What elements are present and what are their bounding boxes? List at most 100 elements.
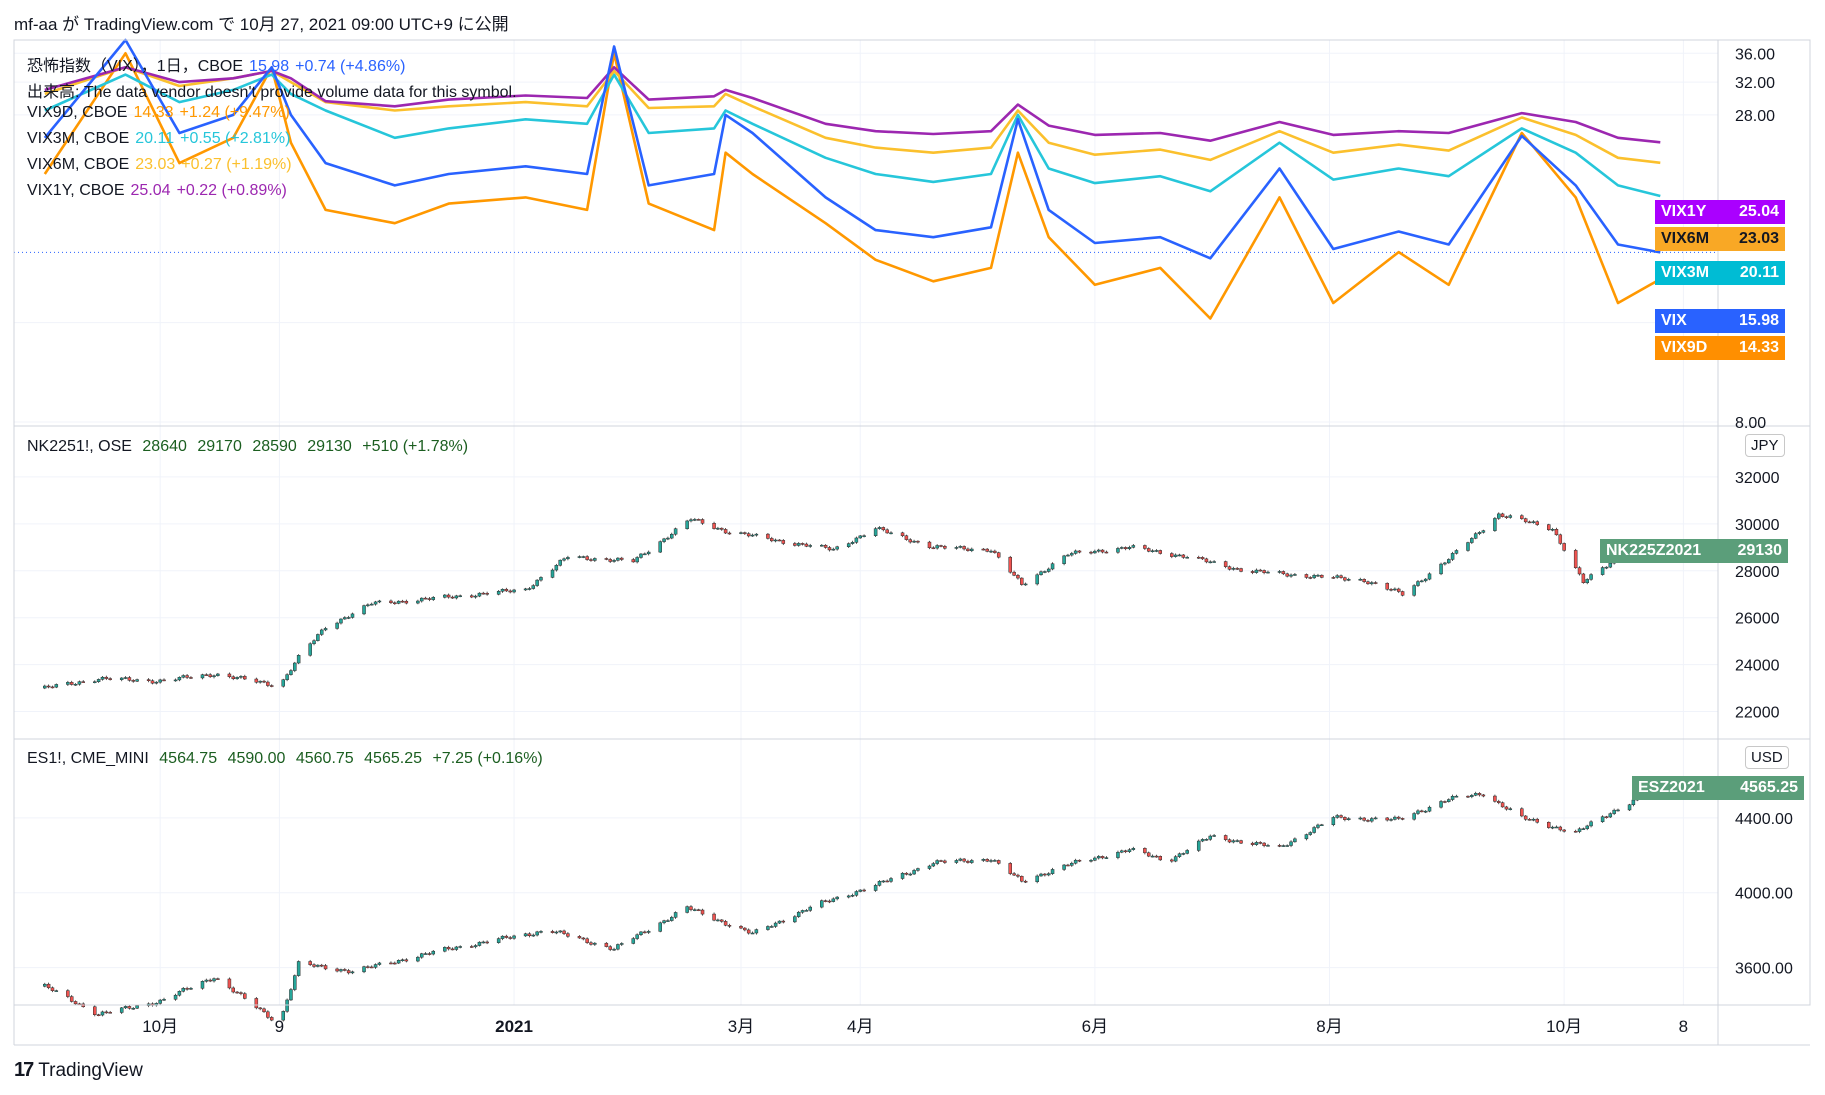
- candle: [531, 584, 536, 590]
- candle: [689, 905, 693, 912]
- candle: [427, 952, 432, 956]
- candle: [1558, 533, 1563, 545]
- candle: [1581, 827, 1586, 830]
- candle: [200, 673, 205, 680]
- candle: [900, 872, 905, 880]
- es-currency-label[interactable]: USD: [1745, 746, 1789, 769]
- candle: [877, 880, 882, 887]
- candle: [962, 545, 966, 551]
- price-tag-vix9d: VIX9D 14.33: [1655, 336, 1785, 360]
- candle: [173, 993, 178, 1001]
- candle: [1023, 582, 1028, 586]
- candle: [339, 618, 343, 625]
- candle: [873, 883, 878, 892]
- candle: [1293, 573, 1297, 576]
- candle: [1116, 850, 1120, 860]
- candle: [643, 930, 647, 934]
- candle: [1320, 574, 1324, 579]
- candle: [1062, 863, 1066, 871]
- candle: [881, 880, 886, 883]
- candle: [446, 593, 451, 599]
- candle: [1343, 576, 1347, 582]
- candle: [873, 527, 878, 538]
- candle: [1339, 814, 1343, 819]
- candle: [1239, 839, 1243, 845]
- candle: [1231, 566, 1236, 571]
- candle: [369, 965, 374, 969]
- candle: [189, 986, 193, 990]
- candle: [912, 539, 916, 544]
- candle: [1104, 550, 1109, 554]
- candle: [1396, 587, 1401, 594]
- candle: [50, 685, 55, 689]
- candle: [585, 937, 589, 944]
- candle: [93, 680, 97, 684]
- candle: [1312, 825, 1316, 834]
- candle: [1008, 555, 1012, 574]
- candle: [1412, 812, 1416, 821]
- candle: [350, 970, 355, 975]
- candle: [1223, 834, 1228, 842]
- candle: [150, 679, 155, 685]
- footer-brand[interactable]: 17 TradingView: [14, 1059, 143, 1082]
- candle: [1093, 549, 1097, 554]
- candle: [377, 961, 382, 966]
- nk-open: 28640: [142, 438, 187, 455]
- candle: [612, 558, 616, 563]
- price-tag-value: 14.33: [1738, 339, 1779, 356]
- candle: [373, 600, 378, 606]
- candle: [1312, 573, 1316, 580]
- candle: [739, 531, 743, 535]
- candle: [1427, 572, 1432, 581]
- candle: [500, 588, 505, 593]
- candle: [50, 986, 55, 993]
- candle: [443, 594, 447, 599]
- candle: [646, 550, 651, 556]
- candle: [258, 1007, 262, 1011]
- candle: [1346, 817, 1351, 821]
- candle: [535, 579, 539, 587]
- candle: [1358, 816, 1363, 821]
- publisher-header: mf-aa が TradingView.com で 10月 27, 2021 0…: [14, 15, 509, 34]
- candle: [670, 915, 674, 922]
- candle: [1443, 800, 1447, 804]
- candle: [189, 676, 193, 679]
- candle: [1281, 844, 1286, 847]
- price-tag-vix3m: VIX3M 20.11: [1655, 261, 1785, 285]
- candle: [577, 555, 582, 559]
- nk-currency-label[interactable]: JPY: [1745, 434, 1785, 457]
- candle: [104, 675, 109, 681]
- candle: [162, 997, 166, 1001]
- candle: [1285, 844, 1289, 847]
- candle: [458, 945, 462, 949]
- candle: [104, 1010, 109, 1014]
- candle: [343, 616, 347, 620]
- candle: [1604, 815, 1609, 819]
- candle: [1231, 839, 1236, 844]
- candle: [862, 534, 866, 538]
- candle: [646, 929, 651, 934]
- candle: [1212, 833, 1216, 837]
- candle: [770, 924, 774, 928]
- nk-tag-value: 29130: [1737, 542, 1783, 559]
- candle: [450, 595, 455, 599]
- es-close: 4565.25: [364, 750, 422, 767]
- candle: [46, 982, 51, 990]
- candle: [550, 568, 555, 579]
- candle: [931, 546, 936, 550]
- candle: [1308, 576, 1313, 580]
- candle: [616, 557, 620, 562]
- candle: [700, 518, 705, 525]
- nk-candles: [43, 512, 1663, 690]
- candle: [693, 517, 697, 522]
- candle: [393, 601, 397, 605]
- candle: [323, 963, 328, 971]
- candle: [539, 576, 543, 582]
- candle: [908, 872, 912, 876]
- candle: [1558, 825, 1563, 832]
- candle: [723, 528, 728, 534]
- candle: [966, 859, 970, 864]
- legend-series-name: 出来高: The data vendor doesn't provide vol…: [27, 84, 517, 101]
- y-tick-label: 28000: [1735, 564, 1780, 581]
